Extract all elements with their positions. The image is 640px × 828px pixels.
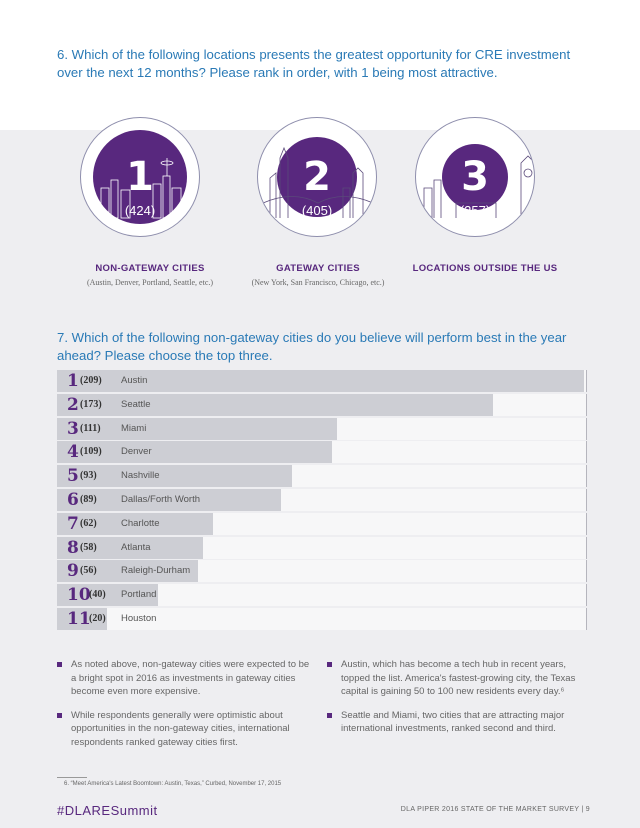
bar-row-11: 11 (20) Houston bbox=[57, 608, 587, 630]
bar-row-5: 5 (93) Nashville bbox=[57, 465, 587, 488]
location-circle-3: 3 (257) bbox=[415, 117, 535, 237]
location-circle-1: 1 (424) bbox=[80, 117, 200, 237]
hashtag-link[interactable]: #DLARESummit bbox=[57, 803, 158, 818]
question-6: 6. Which of the following locations pres… bbox=[57, 47, 571, 80]
location-label-2: GATEWAY CITIES bbox=[276, 263, 360, 274]
bullet-item: As noted above, non-gateway cities were … bbox=[57, 658, 317, 699]
bullet-item: While respondents generally were optimis… bbox=[57, 709, 317, 750]
bullet-marker bbox=[57, 662, 62, 667]
bar bbox=[57, 370, 584, 392]
bullet-text: Austin, which has become a tech hub in r… bbox=[341, 659, 576, 697]
bar-rank: 4 bbox=[67, 442, 79, 463]
bar-count-label: (58) bbox=[80, 541, 97, 553]
rank-number: 3 bbox=[461, 154, 489, 200]
bullet-text: Seattle and Miami, two cities that are a… bbox=[341, 709, 565, 735]
bar-count-label: (56) bbox=[80, 565, 97, 577]
bar-track bbox=[57, 608, 587, 630]
rank-number: 2 bbox=[303, 154, 331, 200]
bar bbox=[57, 393, 494, 416]
bar-row-8: 8 (58) Atlanta bbox=[57, 536, 587, 559]
rank-number: 1 bbox=[126, 154, 154, 200]
bar-rank: 10 bbox=[67, 585, 91, 606]
bar-row-6: 6 (89) Dallas/Forth Worth bbox=[57, 489, 587, 511]
bar-category-label: Raleigh-Durham bbox=[121, 565, 191, 577]
bar-row-10: 10 (40) Portland bbox=[57, 584, 587, 607]
bar-rank: 5 bbox=[67, 466, 79, 487]
bullet-marker bbox=[327, 662, 332, 667]
bar-category-label: Austin bbox=[121, 375, 148, 386]
bar-category-label: Denver bbox=[121, 446, 152, 458]
rank-count: (424) bbox=[124, 203, 156, 218]
bar-row-9: 9 (56) Raleigh-Durham bbox=[57, 560, 587, 583]
bar-row-2: 2 (173) Seattle bbox=[57, 393, 587, 416]
bar bbox=[57, 584, 158, 607]
bar-row-4: 4 (109) Denver bbox=[57, 441, 587, 464]
bar-category-label: Portland bbox=[121, 589, 157, 601]
bar-count-label: (109) bbox=[80, 446, 102, 458]
location-sub-1: (Austin, Denver, Portland, Seattle, etc.… bbox=[86, 278, 214, 287]
bullet-item: Seattle and Miami, two cities that are a… bbox=[327, 709, 587, 736]
international-landmarks-icon bbox=[423, 155, 534, 218]
footnote-rule bbox=[57, 777, 87, 778]
bar-track bbox=[57, 584, 587, 607]
skyline-icon bbox=[100, 158, 182, 219]
bar-row-1: 1 (209) Austin bbox=[57, 370, 587, 392]
bar-rank: 8 bbox=[67, 537, 79, 558]
bar bbox=[57, 536, 204, 559]
bar-rank: 6 bbox=[67, 490, 79, 510]
bar-count-label: (209) bbox=[80, 375, 102, 386]
cities-bar-chart: 1 (209) Austin 2 (173) Seattle 3 (111) Miami 4 (10… bbox=[57, 370, 587, 632]
bar bbox=[57, 417, 337, 440]
page-info: DLA PIPER 2016 STATE OF THE MARKET SURVE… bbox=[400, 806, 590, 813]
location-sub-2: (New York, San Francisco, Chicago, etc.) bbox=[251, 278, 385, 287]
bar bbox=[57, 465, 292, 488]
bar-count-label: (20) bbox=[89, 613, 106, 624]
rank-disc-3 bbox=[442, 144, 508, 210]
rank-count: (257) bbox=[459, 203, 491, 218]
bar-row-3: 3 (111) Miami bbox=[57, 417, 587, 440]
bar-category-label: Nashville bbox=[121, 470, 160, 482]
bar-category-label: Charlotte bbox=[121, 517, 160, 529]
bar-count-label: (89) bbox=[80, 494, 97, 505]
bullets-right: Austin, which has become a tech hub in r… bbox=[327, 658, 587, 746]
bar bbox=[57, 441, 332, 464]
rank-disc-2 bbox=[277, 137, 357, 217]
bar-category-label: Houston bbox=[121, 613, 157, 624]
rank-count: (405) bbox=[301, 203, 333, 218]
bar-category-label: Atlanta bbox=[121, 541, 151, 553]
bar-rank: 3 bbox=[67, 418, 79, 439]
bullets-left: As noted above, non-gateway cities were … bbox=[57, 658, 317, 759]
bar-category-label: Seattle bbox=[121, 398, 151, 410]
question-7: 7. Which of the following non-gateway ci… bbox=[57, 330, 567, 363]
bullet-text: While respondents generally were optimis… bbox=[71, 709, 290, 748]
bar bbox=[57, 512, 214, 535]
bullet-item: Austin, which has become a tech hub in r… bbox=[327, 658, 587, 699]
bar-row-7: 7 (62) Charlotte bbox=[57, 512, 587, 535]
footnote: 6. “Meet America's Latest Boomtown: Aust… bbox=[64, 781, 282, 787]
bar-rank: 1 bbox=[67, 371, 79, 391]
gateway-skyline-icon bbox=[262, 146, 374, 218]
bar-rank: 11 bbox=[67, 609, 91, 629]
bar-rank: 9 bbox=[67, 561, 79, 582]
location-circle-2: 2 (405) bbox=[257, 117, 377, 237]
bar-category-label: Dallas/Forth Worth bbox=[121, 494, 201, 505]
bar-count-label: (111) bbox=[80, 422, 101, 434]
bar-count-label: (40) bbox=[89, 589, 106, 601]
bar-count-label: (93) bbox=[80, 470, 97, 482]
bullet-text: As noted above, non-gateway cities were … bbox=[71, 659, 310, 697]
bar-rank: 2 bbox=[67, 394, 79, 415]
bar-count-label: (62) bbox=[80, 517, 97, 529]
bar bbox=[57, 608, 108, 630]
bar bbox=[57, 560, 199, 583]
bullet-marker bbox=[57, 712, 62, 718]
location-label-3: LOCATIONS OUTSIDE THE US bbox=[412, 263, 558, 274]
location-label-1: NON-GATEWAY CITIES bbox=[95, 263, 205, 274]
bullet-marker bbox=[327, 712, 332, 718]
bar-category-label: Miami bbox=[121, 422, 147, 434]
bar-rank: 7 bbox=[67, 513, 79, 534]
bar-count-label: (173) bbox=[80, 398, 102, 410]
bar bbox=[57, 489, 282, 511]
